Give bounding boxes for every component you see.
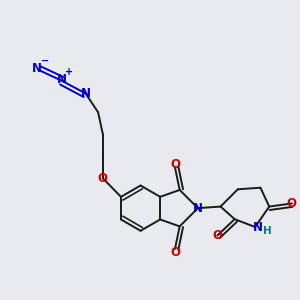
Text: O: O <box>287 197 297 210</box>
Text: N: N <box>32 62 42 75</box>
Text: N: N <box>253 220 262 233</box>
Text: O: O <box>212 229 222 242</box>
Text: O: O <box>170 158 180 171</box>
Text: O: O <box>98 172 108 185</box>
Text: H: H <box>263 226 272 236</box>
Text: N: N <box>81 87 91 100</box>
Text: N: N <box>57 73 67 86</box>
Text: −: − <box>41 56 50 66</box>
Text: +: + <box>65 67 73 77</box>
Text: N: N <box>193 202 203 215</box>
Text: O: O <box>170 246 180 259</box>
